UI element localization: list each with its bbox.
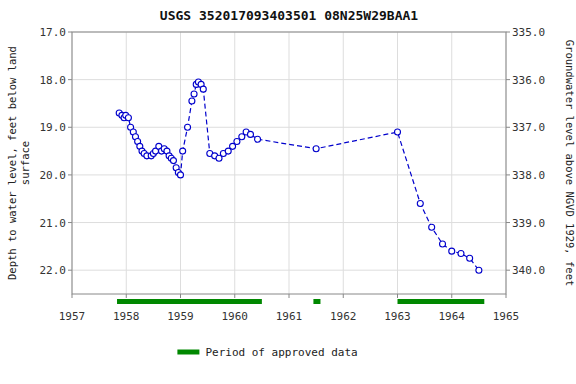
legend-swatch: [177, 350, 199, 355]
y2-tick-label: 340.0: [512, 264, 545, 277]
y-tick-label: 21.0: [40, 217, 67, 230]
data-point: [234, 139, 240, 145]
data-point: [185, 124, 191, 130]
x-tick: [397, 294, 398, 298]
data-point: [178, 172, 184, 178]
title: USGS 352017093403501 08N25W29BAA1: [160, 8, 418, 23]
x-tick: [126, 294, 127, 298]
x-tick-label: 1961: [276, 310, 303, 323]
x-tick-label: 1965: [493, 310, 520, 323]
y2-tick: [506, 32, 510, 33]
y2-tick-label: 335.0: [512, 26, 545, 39]
x-tick-label: 1957: [59, 310, 86, 323]
data-point: [449, 248, 455, 254]
y2-tick: [506, 222, 510, 223]
y-tick-label: 20.0: [40, 169, 67, 182]
x-grid-line: [289, 32, 290, 294]
data-point: [476, 267, 482, 273]
plot-frame: [72, 32, 506, 294]
background: [0, 0, 576, 384]
y-tick: [68, 174, 72, 175]
y2-tick-label: 337.0: [512, 121, 545, 134]
x-tick: [289, 294, 290, 298]
axes: 1957 1958 1959 1960 1961 1962 1963 1964 1965 17.0…: [40, 26, 546, 323]
approved-period-bar: [398, 299, 485, 304]
data-point: [313, 146, 319, 152]
grid: [72, 32, 506, 294]
legend: Period of approved data: [177, 346, 357, 359]
x-grid-line: [234, 32, 235, 294]
x-tick-label: 1958: [113, 310, 140, 323]
data-point: [467, 255, 473, 261]
data-point: [180, 148, 186, 154]
x-grid-line: [180, 32, 181, 294]
y-tick: [68, 127, 72, 128]
approved-period-bar: [313, 299, 320, 304]
data-point: [200, 86, 206, 92]
data-point: [247, 131, 253, 137]
approved-period-bar: [117, 299, 262, 304]
x-tick: [451, 294, 452, 298]
x-tick: [72, 294, 73, 298]
y-tick-label: 17.0: [40, 26, 67, 39]
data-point: [170, 158, 176, 164]
x-tick: [180, 294, 181, 298]
y-tick: [68, 270, 72, 271]
y-tick-label: 19.0: [40, 121, 67, 134]
x-tick: [506, 294, 507, 298]
data-point: [125, 115, 131, 121]
y2-tick-label: 338.0: [512, 169, 545, 182]
x-tick-label: 1962: [330, 310, 357, 323]
legend-label: Period of approved data: [205, 346, 357, 359]
data-point: [458, 251, 464, 257]
data-point: [417, 200, 423, 206]
x-tick-label: 1959: [167, 310, 194, 323]
data-point: [189, 98, 195, 104]
chart: 1957 1958 1959 1960 1961 1962 1963 1964 1965 17.0…: [0, 0, 576, 384]
data-point: [440, 241, 446, 247]
x-grid-line: [451, 32, 452, 294]
series-line: [119, 82, 479, 270]
y2-tick: [506, 127, 510, 128]
x-tick: [234, 294, 235, 298]
y2-tick-label: 336.0: [512, 74, 545, 87]
data-point: [191, 91, 197, 97]
y-grid-line: [72, 270, 506, 271]
y-axis-label-line: Depth to water level, feet below land: [6, 46, 18, 280]
y-tick: [68, 222, 72, 223]
plot-area: [116, 79, 482, 273]
y2-tick: [506, 270, 510, 271]
y2-tick: [506, 174, 510, 175]
x-tick-label: 1960: [222, 310, 249, 323]
y-tick-label: 18.0: [40, 74, 67, 87]
x-tick-label: 1963: [384, 310, 411, 323]
data-point: [395, 129, 401, 135]
y-axis-label-line: surface: [19, 141, 31, 185]
x-grid-line: [397, 32, 398, 294]
approved-periods: [117, 299, 484, 304]
y2-tick: [506, 79, 510, 80]
x-tick-label: 1964: [439, 310, 466, 323]
x-grid-line: [126, 32, 127, 294]
x-grid-line: [343, 32, 344, 294]
y-grid-line: [72, 79, 506, 80]
y-tick: [68, 79, 72, 80]
data-point: [255, 136, 261, 142]
y-grid-line: [72, 222, 506, 223]
y-tick: [68, 32, 72, 33]
x-tick: [343, 294, 344, 298]
y-tick-label: 22.0: [40, 264, 67, 277]
y2-tick-label: 339.0: [512, 217, 545, 230]
data-point: [429, 224, 435, 230]
y-grid-line: [72, 174, 506, 175]
y-grid-line: [72, 127, 506, 128]
y-axis-label: Depth to water level, feet below landsur…: [6, 46, 31, 280]
y2-axis-label: Groundwater level above NGVD 1929, feet: [564, 40, 576, 287]
